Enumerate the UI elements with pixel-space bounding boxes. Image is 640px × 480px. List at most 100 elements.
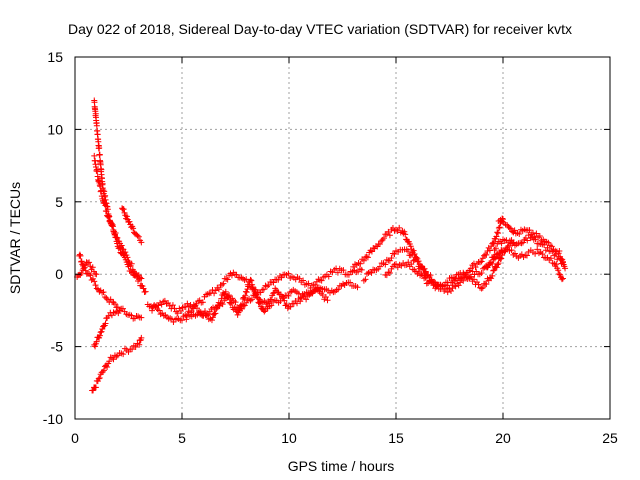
data-point [124, 254, 131, 261]
data-point [401, 228, 408, 235]
data-point [362, 276, 369, 283]
data-point [549, 248, 556, 255]
data-point [236, 307, 243, 314]
data-point [224, 276, 231, 283]
y-tick-label: -5 [51, 339, 64, 355]
data-point [386, 232, 393, 239]
data-point [87, 272, 94, 279]
data-point [478, 258, 485, 265]
data-point [136, 341, 143, 348]
data-point [498, 240, 505, 247]
data-point [335, 286, 342, 293]
data-point [218, 281, 225, 288]
data-point [134, 273, 141, 280]
data-point [208, 317, 215, 324]
series-track-b-decay [91, 152, 145, 282]
data-point [95, 375, 102, 382]
data-point [199, 299, 206, 306]
data-point [223, 275, 230, 282]
data-point [266, 300, 273, 307]
data-point [432, 285, 439, 292]
data-point [479, 255, 486, 262]
data-point [268, 296, 275, 303]
data-point [202, 308, 209, 315]
data-point [559, 275, 566, 282]
x-tick-label: 10 [281, 430, 297, 446]
data-point [405, 259, 412, 266]
data-point [215, 286, 222, 293]
data-point [479, 284, 486, 291]
data-point [247, 297, 254, 304]
data-point [295, 290, 302, 297]
data-point [302, 293, 309, 300]
data-point [519, 239, 526, 246]
data-point [102, 320, 109, 327]
data-point [410, 247, 417, 254]
data-point [174, 310, 181, 317]
data-point [452, 283, 459, 290]
data-point [275, 276, 282, 283]
data-point [319, 291, 326, 298]
data-point [407, 252, 414, 259]
data-point [130, 225, 137, 232]
data-point [120, 351, 127, 358]
data-point [393, 260, 399, 267]
data-point [418, 271, 425, 278]
series-track-e-neg [91, 307, 123, 350]
data-point [209, 314, 216, 321]
data-point [557, 271, 564, 278]
data-point [108, 222, 115, 229]
x-tick-label: 20 [495, 430, 511, 446]
data-point [111, 231, 118, 238]
data-point [213, 305, 220, 312]
data-point [391, 251, 398, 258]
data-point [457, 279, 464, 286]
data-point [155, 307, 162, 314]
data-point [287, 303, 294, 310]
data-point [300, 277, 307, 284]
data-point [553, 261, 560, 268]
data-point [490, 254, 497, 261]
data-point [547, 255, 554, 262]
series-band-mid-2 [149, 279, 361, 319]
data-point [281, 297, 288, 304]
data-point [358, 266, 365, 273]
data-point [169, 302, 176, 309]
data-point [556, 248, 563, 255]
data-point [556, 270, 563, 277]
data-point [507, 225, 514, 232]
data-point [493, 264, 500, 271]
data-point [539, 251, 546, 258]
data-point [253, 291, 260, 298]
data-point [555, 267, 562, 274]
data-point [247, 276, 254, 283]
plot-frame [74, 56, 611, 420]
data-point [396, 224, 403, 231]
data-point [460, 277, 467, 284]
data-point [457, 270, 464, 277]
data-point [249, 284, 256, 291]
data-point [101, 294, 108, 301]
data-point [236, 306, 243, 313]
data-point [340, 267, 347, 274]
data-point [354, 284, 361, 291]
data-point [551, 252, 558, 259]
data-point [114, 234, 121, 241]
data-point [360, 257, 367, 264]
data-point [114, 304, 121, 311]
chart-title: Day 022 of 2018, Sidereal Day-to-day VTE… [68, 21, 572, 37]
data-point [557, 255, 564, 262]
y-tick-label: 15 [47, 49, 63, 65]
data-point [105, 214, 112, 221]
data-point [239, 301, 246, 308]
data-point [194, 311, 201, 318]
series-band-end-3 [482, 246, 566, 283]
data-points [74, 97, 569, 394]
data-point [101, 199, 108, 206]
data-point [96, 151, 103, 158]
data-point [112, 230, 119, 237]
data-point [444, 279, 451, 286]
data-point [111, 301, 118, 308]
data-point [523, 252, 530, 259]
data-point [248, 296, 255, 303]
